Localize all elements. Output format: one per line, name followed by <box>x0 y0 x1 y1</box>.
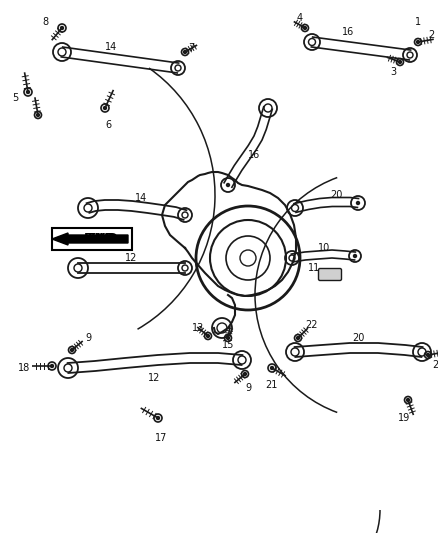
Text: 20: 20 <box>330 190 343 200</box>
Circle shape <box>206 335 209 337</box>
Text: FWD: FWD <box>84 232 116 246</box>
Circle shape <box>226 336 230 340</box>
Circle shape <box>304 27 307 29</box>
Circle shape <box>427 353 430 357</box>
Text: 1: 1 <box>415 17 421 27</box>
Text: 13: 13 <box>192 323 204 333</box>
Circle shape <box>60 27 64 29</box>
Text: 12: 12 <box>125 253 138 263</box>
Text: 9: 9 <box>245 383 251 393</box>
Circle shape <box>406 399 410 401</box>
Circle shape <box>27 91 29 93</box>
Text: 9: 9 <box>85 333 91 343</box>
Polygon shape <box>52 233 128 245</box>
Text: 11: 11 <box>308 263 320 273</box>
Circle shape <box>71 349 74 351</box>
Text: 20: 20 <box>352 333 364 343</box>
Circle shape <box>184 51 187 53</box>
Text: 7: 7 <box>188 43 194 53</box>
Text: 6: 6 <box>105 120 111 130</box>
Circle shape <box>417 41 420 44</box>
Text: 3: 3 <box>390 67 396 77</box>
Circle shape <box>353 254 357 257</box>
Text: 4: 4 <box>297 13 303 23</box>
Circle shape <box>244 373 247 376</box>
Text: 12: 12 <box>148 373 160 383</box>
FancyBboxPatch shape <box>318 269 342 280</box>
Circle shape <box>271 367 273 369</box>
Text: 15: 15 <box>222 340 234 350</box>
Circle shape <box>103 107 106 109</box>
Text: 22: 22 <box>305 320 318 330</box>
Circle shape <box>357 201 360 205</box>
Text: 21: 21 <box>265 380 277 390</box>
Text: 14: 14 <box>105 42 117 52</box>
Text: 18: 18 <box>18 363 30 373</box>
Text: 16: 16 <box>248 150 260 160</box>
Text: 2: 2 <box>428 30 434 40</box>
Text: 17: 17 <box>155 433 167 443</box>
Text: 16: 16 <box>342 27 354 37</box>
Circle shape <box>50 365 53 367</box>
Circle shape <box>36 114 39 117</box>
FancyBboxPatch shape <box>52 228 132 250</box>
Text: 23: 23 <box>432 360 438 370</box>
Text: 10: 10 <box>318 243 330 253</box>
Text: 5: 5 <box>12 93 18 103</box>
Circle shape <box>226 183 230 187</box>
Text: 14: 14 <box>135 193 147 203</box>
Circle shape <box>399 61 402 63</box>
Text: 8: 8 <box>42 17 48 27</box>
Text: 19: 19 <box>398 413 410 423</box>
Circle shape <box>297 336 300 340</box>
Circle shape <box>156 416 159 419</box>
Text: FWD: FWD <box>88 232 118 246</box>
